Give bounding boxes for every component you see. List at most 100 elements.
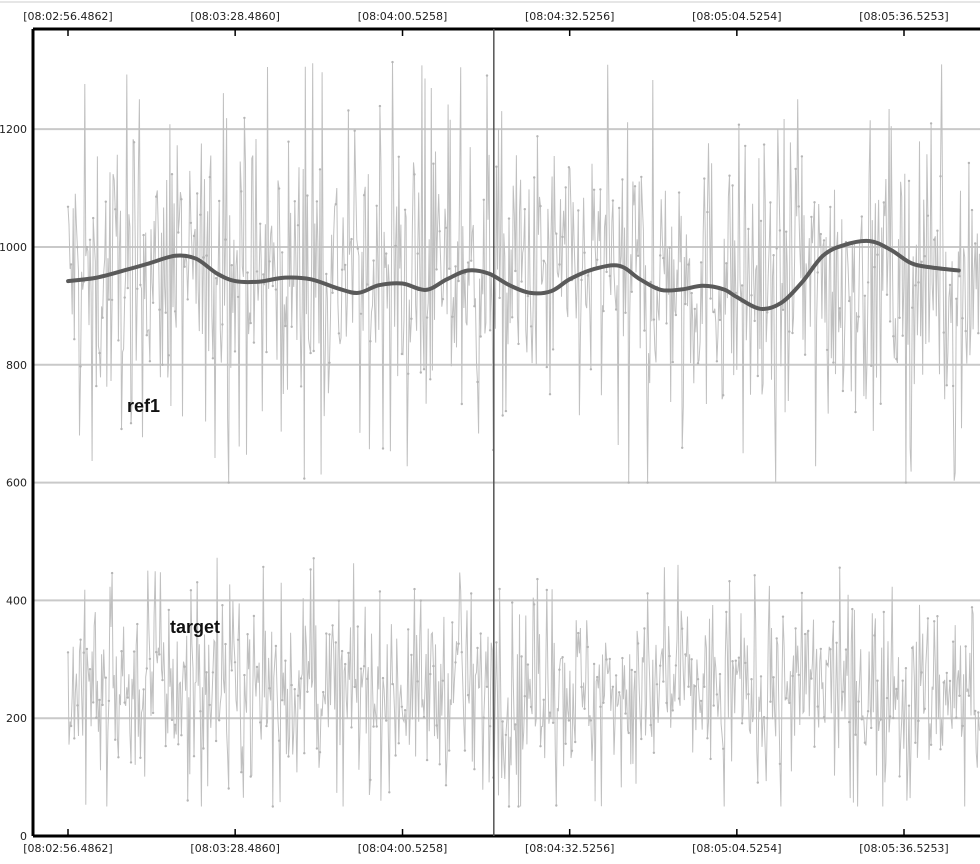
series-point-ref1	[863, 294, 867, 297]
series-point-target	[835, 641, 838, 644]
series-point-target	[970, 606, 974, 609]
series-point-target	[328, 633, 331, 636]
series-point-target	[977, 711, 980, 714]
series-point-target	[366, 677, 369, 681]
series-point-ref1	[161, 363, 164, 366]
series-point-target	[117, 756, 120, 759]
series-point-ref1	[785, 230, 788, 233]
series-point-target	[681, 627, 684, 630]
series-point-target	[709, 757, 712, 761]
series-point-ref1	[766, 311, 769, 314]
y-tick-label-1200: 1200	[0, 123, 27, 136]
series-point-target	[687, 685, 690, 688]
series-point-ref1	[923, 255, 926, 258]
series-point-target	[498, 587, 501, 591]
series-point-ref1	[98, 351, 101, 355]
series-point-target	[334, 641, 337, 644]
frame-layer	[0, 1, 980, 838]
series-point-ref1	[76, 246, 79, 249]
series-point-target	[303, 752, 306, 755]
series-point-ref1	[939, 175, 942, 178]
series-point-ref1	[407, 372, 410, 375]
series-point-ref1	[630, 290, 633, 293]
series-point-target	[224, 642, 227, 646]
series-point-ref1	[608, 274, 611, 278]
series-point-target	[454, 661, 457, 664]
series-point-ref1	[879, 402, 882, 405]
series-point-target	[76, 704, 79, 707]
series-point-target	[318, 751, 322, 754]
series-point-ref1	[429, 378, 432, 381]
series-point-ref1	[413, 173, 416, 176]
series-point-ref1	[227, 481, 230, 484]
series-point-target	[715, 693, 719, 696]
series-point-ref1	[781, 308, 785, 311]
series-point-ref1	[306, 194, 309, 197]
series-point-target	[807, 629, 810, 633]
series-point-target	[551, 721, 555, 724]
series-point-ref1	[788, 330, 791, 333]
series-point-target	[473, 768, 476, 771]
series-point-ref1	[671, 360, 674, 364]
series-point-ref1	[548, 393, 552, 396]
series-point-target	[788, 701, 791, 705]
series-point-ref1	[293, 200, 296, 203]
series-point-ref1	[860, 215, 863, 218]
series-point-target	[196, 581, 199, 584]
series-point-ref1	[722, 394, 725, 397]
series-point-target	[151, 711, 155, 715]
series-point-target	[262, 565, 265, 569]
series-point-target	[967, 694, 971, 697]
series-point-target	[290, 683, 293, 687]
series-point-target	[577, 631, 580, 635]
series-point-target	[460, 651, 463, 654]
series-point-target	[211, 671, 215, 674]
series-point-ref1	[416, 252, 419, 255]
series-point-target	[655, 683, 659, 686]
series-point-target	[504, 733, 508, 737]
series-point-target	[756, 781, 759, 784]
series-point-target	[488, 725, 492, 728]
series-point-target	[315, 747, 319, 750]
series-point-ref1	[665, 322, 668, 325]
series-point-ref1	[602, 309, 605, 313]
series-point-target	[876, 679, 879, 682]
series-point-ref1	[614, 308, 618, 311]
series-point-target	[507, 805, 511, 808]
series-point-ref1	[511, 316, 514, 319]
series-point-target	[627, 731, 630, 735]
series-point-ref1	[567, 166, 571, 169]
series-point-ref1	[618, 206, 621, 210]
series-point-ref1	[819, 232, 822, 236]
series-point-target	[725, 610, 728, 614]
series-point-target	[671, 709, 674, 712]
series-point-target	[199, 710, 202, 713]
series-point-ref1	[592, 188, 596, 191]
series-point-ref1	[564, 186, 567, 189]
series-point-target	[180, 734, 183, 737]
series-point-target	[545, 588, 548, 592]
series-point-target	[797, 673, 800, 677]
series-point-ref1	[454, 265, 457, 268]
series-point-ref1	[832, 361, 835, 364]
series-point-ref1	[624, 311, 627, 314]
series-point-target	[857, 700, 860, 703]
series-point-ref1	[942, 331, 945, 334]
series-point-target	[911, 646, 914, 650]
series-point-target	[337, 599, 341, 602]
series-point-target	[252, 614, 256, 618]
series-point-ref1	[920, 260, 923, 263]
series-point-ref1	[533, 176, 536, 179]
series-point-ref1	[797, 205, 800, 208]
series-point-ref1	[375, 204, 378, 207]
series-point-target	[353, 685, 356, 689]
series-point-ref1	[466, 261, 470, 264]
series-point-target	[728, 580, 731, 583]
series-point-ref1	[725, 262, 728, 265]
series-point-target	[425, 758, 429, 762]
series-point-target	[192, 755, 196, 758]
series-point-target	[561, 656, 564, 659]
series-point-ref1	[841, 389, 845, 393]
series-point-target	[945, 671, 948, 675]
series-point-ref1	[85, 245, 89, 249]
